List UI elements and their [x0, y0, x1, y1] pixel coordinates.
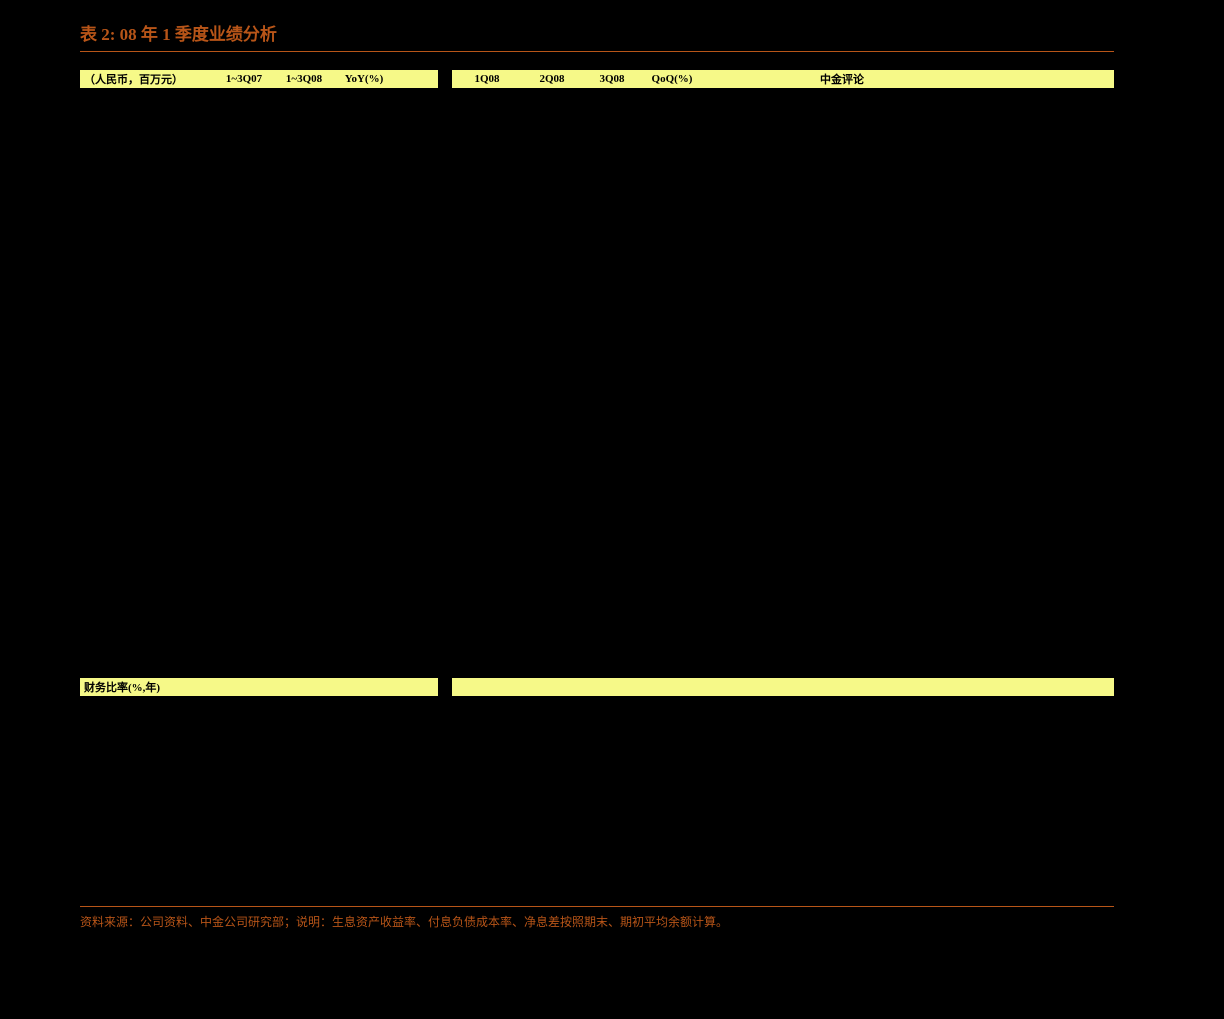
- header-comment-label: 中金评论: [702, 71, 982, 87]
- header2-right-cell: [452, 678, 1114, 696]
- table-header-row-2: 财务比率(%,年): [80, 678, 1114, 696]
- table-title: 表 2: 08 年 1 季度业绩分析: [80, 20, 1114, 51]
- header-col-7: QoQ(%): [642, 73, 702, 85]
- report-page: 表 2: 08 年 1 季度业绩分析 （人民币，百万元） 1~3Q07 1~3Q…: [80, 20, 1114, 930]
- table-body-area-2: [80, 696, 1114, 906]
- table-body-area-1: [80, 88, 1114, 678]
- header-col-3: YoY(%): [334, 73, 394, 85]
- header-col-1: 1~3Q07: [214, 73, 274, 85]
- header-col-4: 1Q08: [452, 73, 522, 85]
- header-currency-label: （人民币，百万元）: [84, 71, 214, 87]
- header2-left-cell: 财务比率(%,年): [80, 678, 438, 696]
- title-divider: [80, 51, 1114, 52]
- header2-left-label: 财务比率(%,年): [84, 679, 160, 695]
- footer-divider: 资料来源：公司资料、中金公司研究部；说明：生息资产收益率、付息负债成本率、净息差…: [80, 906, 1114, 930]
- footer-source-note: 资料来源：公司资料、中金公司研究部；说明：生息资产收益率、付息负债成本率、净息差…: [80, 913, 1114, 930]
- header-col-2: 1~3Q08: [274, 73, 334, 85]
- table-header-row-1: （人民币，百万元） 1~3Q07 1~3Q08 YoY(%) 1Q08 2Q08…: [80, 70, 1114, 88]
- header-col-5: 2Q08: [522, 73, 582, 85]
- header-col-6: 3Q08: [582, 73, 642, 85]
- header-left-cell: （人民币，百万元） 1~3Q07 1~3Q08 YoY(%): [80, 70, 438, 88]
- header-right-cell: 1Q08 2Q08 3Q08 QoQ(%) 中金评论: [452, 70, 1114, 88]
